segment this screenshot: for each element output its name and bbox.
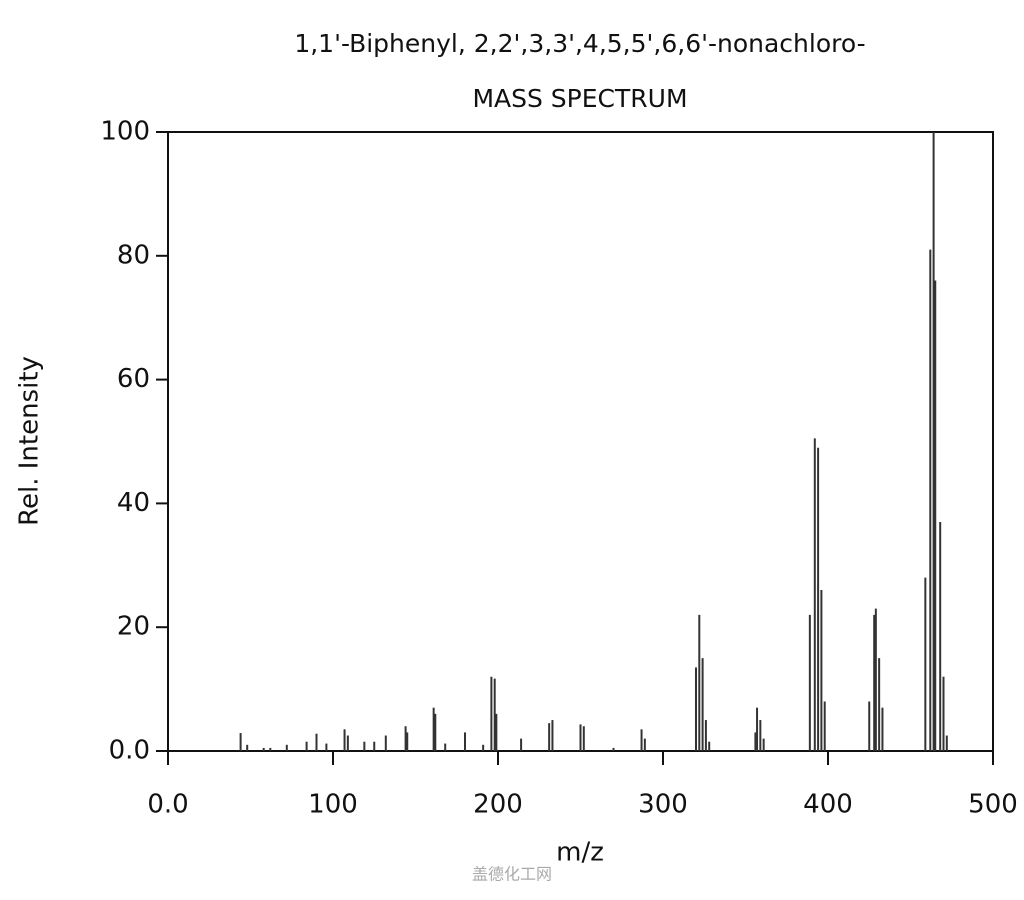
chart-subtitle: MASS SPECTRUM: [472, 84, 687, 113]
y-tick-label: 40: [117, 488, 150, 518]
x-tick-label: 100: [308, 790, 358, 820]
x-tick-label: 400: [803, 790, 853, 820]
y-tick-label: 20: [117, 612, 150, 642]
y-tick-label: 100: [100, 117, 150, 147]
x-tick-label: 300: [638, 790, 688, 820]
y-tick-label: 60: [117, 364, 150, 394]
y-tick-label: 0.0: [109, 736, 150, 766]
x-tick-label: 0.0: [147, 790, 188, 820]
x-tick-label: 500: [968, 790, 1018, 820]
y-axis-label: Rel. Intensity: [15, 356, 45, 526]
x-axis-label: m/z: [556, 838, 604, 868]
chart-title: 1,1'-Biphenyl, 2,2',3,3',4,5,5',6,6'-non…: [294, 29, 865, 58]
x-tick-label: 200: [473, 790, 523, 820]
watermark: 盖德化工网: [472, 865, 552, 884]
plot-frame: [167, 131, 994, 752]
y-tick-label: 80: [117, 240, 150, 270]
